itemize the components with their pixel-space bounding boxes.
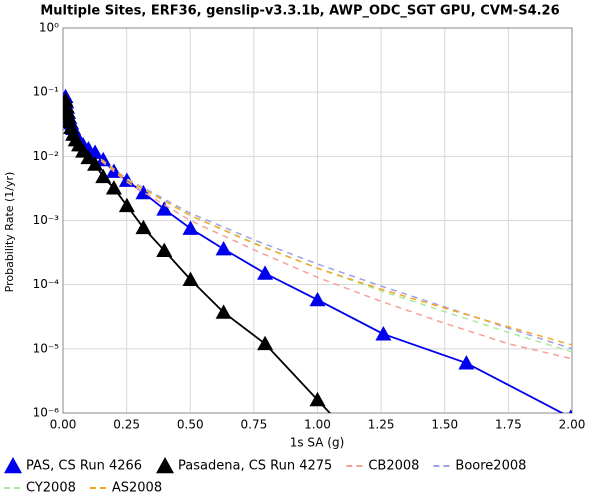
- legend-marker: [156, 457, 175, 474]
- legend-item: PAS, CS Run 4266: [4, 457, 142, 474]
- plot-frame: [62, 27, 573, 414]
- legend-label: Boore2008: [455, 459, 526, 474]
- data-point: [95, 168, 112, 184]
- y-tick-label: 10⁻³: [33, 213, 60, 227]
- chart-title: Multiple Sites, ERF36, genslip-v3.3.1b, …: [40, 4, 559, 19]
- data-point: [182, 220, 199, 235]
- data-point: [568, 409, 572, 413]
- data-point: [375, 326, 392, 341]
- y-tick-label: 10⁻²: [33, 149, 60, 163]
- legend-label: CB2008: [368, 459, 419, 474]
- y-axis-label: Probability Rate (1/yr): [3, 172, 16, 293]
- data-point: [135, 219, 152, 235]
- series-line: [100, 158, 572, 346]
- series-line: [100, 160, 572, 360]
- x-tick-label: 0.75: [241, 418, 268, 432]
- data-point: [156, 201, 173, 216]
- legend-label: Pasadena, CS Run 4275: [178, 459, 332, 474]
- x-tick-label: 2.00: [559, 418, 586, 432]
- x-tick-label: 0.50: [177, 418, 204, 432]
- data-point: [182, 271, 199, 286]
- y-tick-label: 10⁻⁶: [33, 406, 60, 420]
- legend-item: CB2008: [346, 459, 419, 474]
- series-line: [100, 158, 572, 350]
- x-tick-label: 0.00: [50, 418, 77, 432]
- data-point: [95, 151, 112, 167]
- x-tick-label: 0.25: [113, 418, 140, 432]
- data-point: [156, 242, 173, 257]
- data-point: [118, 172, 135, 187]
- data-point: [309, 291, 326, 307]
- series-line: [100, 158, 572, 353]
- data-point: [63, 113, 78, 128]
- data-point: [309, 391, 326, 407]
- x-tick-label: 1.25: [368, 418, 395, 432]
- data-point: [257, 335, 274, 351]
- y-tick-label: 10⁰: [39, 21, 59, 35]
- x-tick-label: 1.75: [495, 418, 522, 432]
- legend-item: AS2008: [89, 481, 162, 496]
- data-point: [80, 149, 97, 165]
- legend-label: AS2008: [112, 481, 162, 496]
- data-point: [215, 304, 232, 319]
- data-point: [215, 240, 232, 256]
- legend-label: CY2008: [26, 481, 76, 496]
- legend-item: Boore2008: [433, 459, 526, 474]
- data-point: [135, 184, 152, 200]
- legend-item: CY2008: [4, 481, 76, 496]
- legend-item: Pasadena, CS Run 4275: [156, 457, 332, 474]
- legend-label: PAS, CS Run 4266: [26, 459, 142, 474]
- y-tick-label: 10⁻⁴: [33, 277, 60, 291]
- series-line: [64, 96, 564, 413]
- x-tick-label: 1.50: [431, 418, 458, 432]
- legend-marker: [4, 457, 22, 474]
- data-point: [105, 180, 122, 195]
- y-tick-label: 10⁻⁵: [33, 341, 60, 355]
- y-tick-label: 10⁻¹: [33, 85, 60, 99]
- data-point: [87, 156, 104, 171]
- data-point: [458, 355, 475, 370]
- x-axis-label: 1s SA (g): [290, 436, 345, 450]
- data-point: [118, 197, 135, 213]
- data-point: [257, 265, 274, 280]
- x-tick-label: 1.00: [304, 418, 331, 432]
- plot-area: [63, 88, 572, 413]
